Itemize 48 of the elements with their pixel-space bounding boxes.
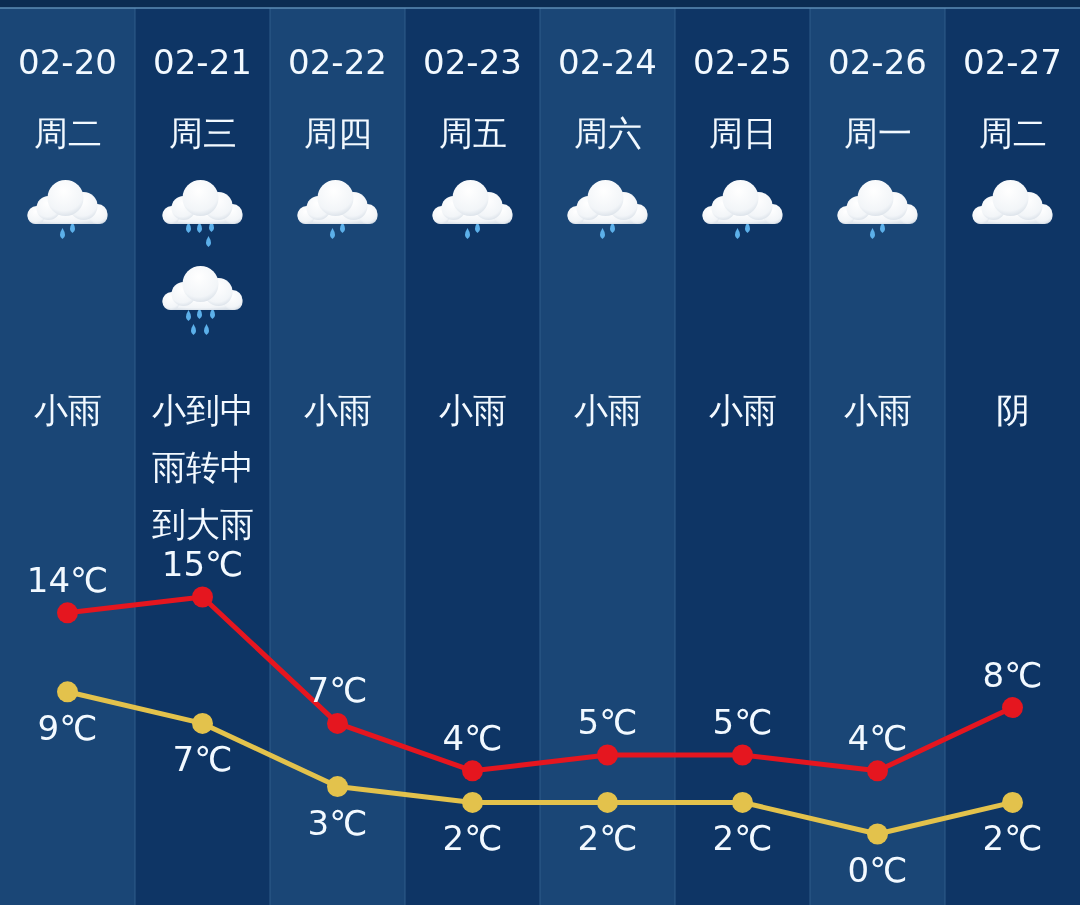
data-label: 14℃ [26,559,109,600]
point [732,744,753,766]
text: 小雨 [303,390,372,430]
text: 阴 [995,390,1030,430]
point [192,712,213,734]
point [327,776,348,798]
point [1002,697,1023,719]
text: 小到中雨转中到大雨 [151,390,254,544]
text: 小雨 [708,390,777,430]
point [732,791,753,813]
text: 小雨 [438,390,507,430]
point [597,744,618,766]
data-label: 4℃ [442,717,503,758]
data-label: 2℃ [982,818,1043,859]
point [57,602,78,624]
point [867,760,888,782]
x-tick-label: 02-20 周二 [18,42,117,153]
data-label: 3℃ [307,802,368,843]
data-label: 15℃ [161,544,244,584]
data-label: 5℃ [712,702,773,742]
data-label: 7℃ [172,739,233,780]
x-tick-label: 02-24 周六 [558,42,657,153]
data-label: 7℃ [307,670,368,711]
data-label: 0℃ [847,850,908,890]
x-tick-label: 02-22 周四 [288,42,387,153]
data-label: 2℃ [577,818,638,859]
data-label: 5℃ [577,702,638,742]
data-label: 9℃ [37,707,98,748]
x-tick-label: 02-21 周三 [153,42,252,153]
point [597,791,618,813]
point [462,760,483,782]
x-tick-label: 02-25 周日 [693,42,792,153]
data-label: 4℃ [847,717,908,758]
text: 小雨 [573,390,642,430]
point [327,712,348,734]
point [192,586,213,608]
point [462,791,483,813]
x-tick-label: 02-26 周一 [828,42,927,153]
point [1002,791,1023,813]
text: 小雨 [843,390,912,430]
data-label: 2℃ [712,818,773,859]
text: 小雨 [33,390,102,430]
x-tick-label: 02-23 周五 [423,42,522,153]
point [57,681,78,703]
x-tick-label: 02-27 周二 [963,42,1062,153]
data-label: 8℃ [982,654,1043,695]
data-label: 2℃ [442,818,503,859]
point [867,823,888,845]
